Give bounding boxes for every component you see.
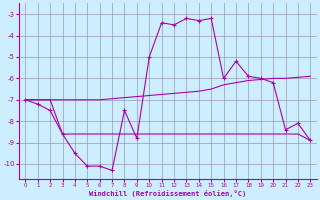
X-axis label: Windchill (Refroidissement éolien,°C): Windchill (Refroidissement éolien,°C) — [89, 190, 246, 197]
